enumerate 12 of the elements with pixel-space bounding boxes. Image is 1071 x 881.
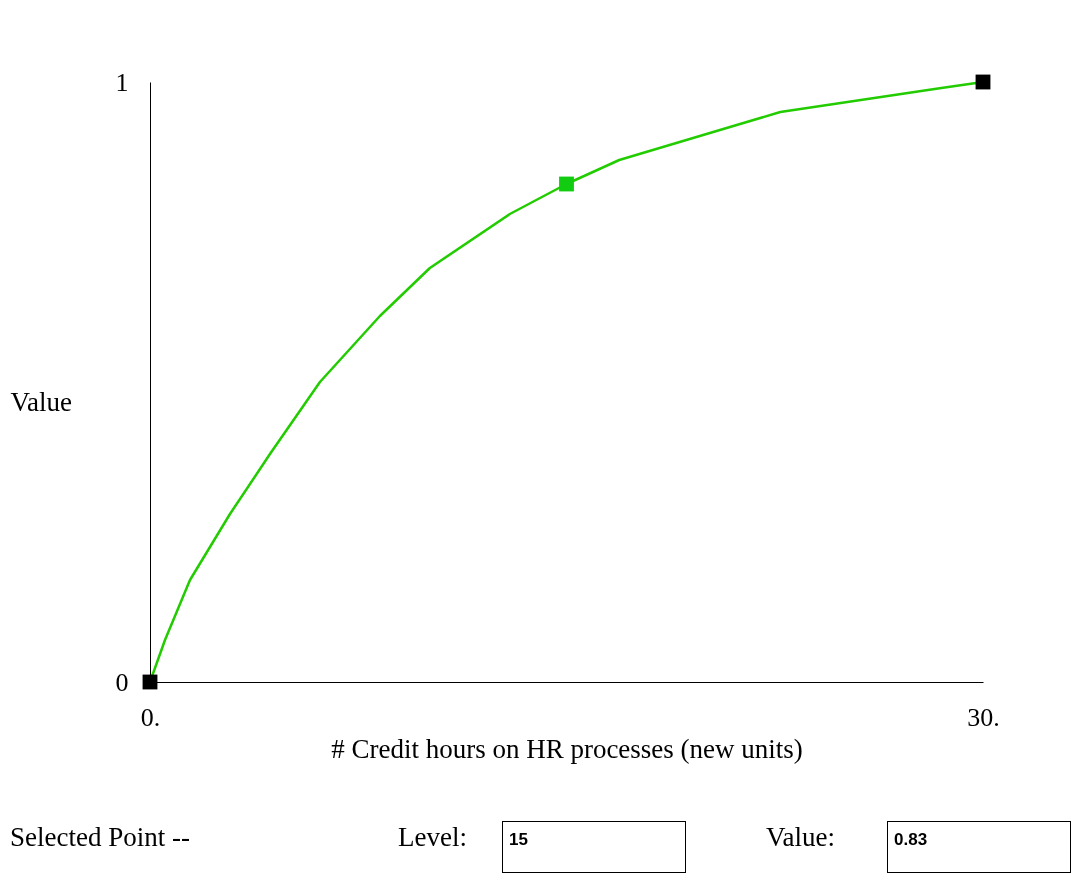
text-field: 0.83 (887, 821, 1071, 873)
text: Selected Point -- (10, 822, 190, 853)
x-axis-title: # Credit hours on HR processes (new units) (331, 733, 803, 764)
x-tick-label: 0. (140, 702, 161, 732)
x-tick-label: 30. (967, 702, 1000, 732)
y-axis-title: Value (10, 386, 72, 417)
text: Value: (766, 822, 835, 853)
y-tick-label: 1 (115, 67, 129, 97)
point (559, 176, 574, 192)
text-field: 15 (502, 821, 686, 873)
text: Level: (398, 822, 467, 853)
y-tick-label: 0 (115, 667, 129, 697)
